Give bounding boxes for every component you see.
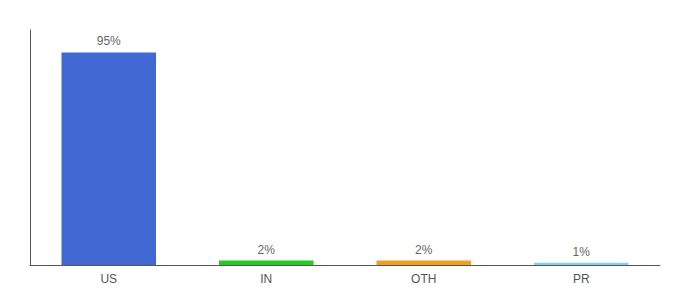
svg-text:US: US	[100, 272, 117, 286]
svg-text:2%: 2%	[258, 243, 276, 257]
svg-text:IN: IN	[260, 272, 272, 286]
svg-text:OTH: OTH	[411, 272, 436, 286]
svg-text:PR: PR	[573, 272, 590, 286]
svg-text:2%: 2%	[415, 243, 433, 257]
svg-text:95%: 95%	[97, 34, 121, 48]
svg-text:1%: 1%	[573, 245, 591, 259]
